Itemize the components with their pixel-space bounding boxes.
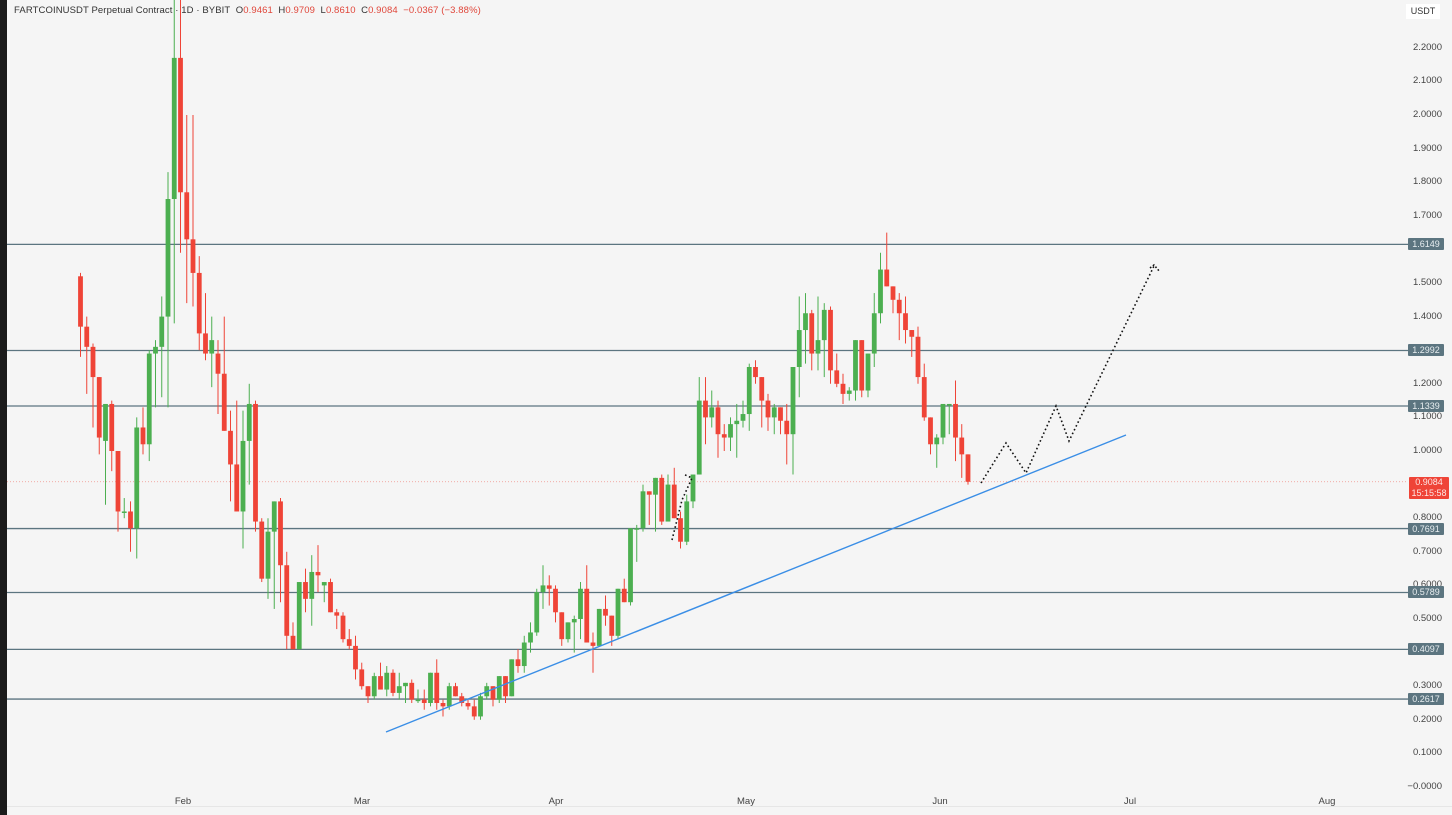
level-tag: 0.2617 [1408, 693, 1444, 706]
window-edge [0, 0, 7, 815]
x-tick-label: Aug [1318, 796, 1336, 807]
y-tick-label: 0.5000 [1412, 613, 1442, 624]
axis-divider [7, 806, 1452, 807]
currency-unit-button[interactable]: USDT [1406, 4, 1440, 19]
x-tick-label: Apr [548, 796, 564, 807]
current-price-value: 0.9084 [1415, 476, 1443, 487]
low-label: L [320, 5, 326, 16]
bar-countdown: 15:15:58 [1411, 487, 1447, 498]
y-tick-label: 2.1000 [1412, 75, 1442, 87]
level-tag: 1.1339 [1408, 400, 1444, 412]
candlesticks [78, 0, 971, 720]
high-value: 0.9709 [285, 5, 316, 16]
current-price-tag: 0.9084 15:15:58 [1409, 476, 1449, 499]
open-label: O [235, 5, 244, 16]
x-tick-label: Mar [353, 796, 371, 807]
y-tick-label: 2.2000 [1412, 41, 1442, 53]
horizontal-levels [7, 243, 1408, 700]
x-tick-label: May [737, 796, 755, 807]
y-tick-label: 1.7000 [1412, 209, 1442, 221]
y-tick-label: 1.2000 [1412, 377, 1442, 389]
y-tick-label: 0.3000 [1412, 680, 1442, 692]
projection-path[interactable] [980, 265, 1155, 484]
y-tick-label: 0.7000 [1412, 545, 1442, 557]
y-tick-label: 0.1000 [1412, 747, 1442, 759]
y-tick-label: 1.0000 [1412, 445, 1442, 456]
y-tick-label: −0.0000 [1407, 781, 1442, 792]
high-label: H [278, 5, 286, 16]
low-value: 0.8610 [325, 5, 356, 16]
x-tick-label: Feb [174, 796, 192, 807]
level-tag: 1.2992 [1408, 344, 1444, 357]
level-tag: 1.6149 [1408, 238, 1444, 251]
y-tick-label: 1.9000 [1412, 142, 1442, 154]
y-tick-label: 0.8000 [1412, 512, 1442, 524]
level-tag: 0.5789 [1408, 586, 1444, 599]
open-value: 0.9461 [243, 5, 273, 16]
y-tick-label: 2.0000 [1412, 109, 1442, 120]
symbol-title: FARTCOINUSDT Perpetual Contract · 1D · B… [14, 5, 231, 16]
y-tick-label: 0.6000 [1412, 579, 1442, 591]
y-tick-label: 1.4000 [1412, 310, 1442, 322]
y-tick-label: 1.8000 [1412, 176, 1442, 188]
x-tick-label: Jun [932, 796, 948, 807]
level-tag: 0.4097 [1408, 643, 1444, 656]
y-tick-label: 1.5000 [1412, 277, 1442, 288]
y-tick-label: 1.1000 [1412, 411, 1442, 423]
y-tick-label: 0.2000 [1412, 713, 1442, 725]
ascending-trendline[interactable] [385, 434, 1127, 733]
price-change: −0.0367 (−3.88%) [403, 5, 481, 16]
symbol-legend[interactable]: FARTCOINUSDT Perpetual Contract · 1D · B… [14, 5, 481, 16]
close-value: 0.9084 [368, 5, 398, 16]
x-tick-label: Jul [1123, 796, 1137, 807]
projection-arrowhead-icon [1149, 263, 1161, 273]
level-tag: 0.7691 [1408, 522, 1444, 535]
close-label: C [361, 5, 369, 16]
